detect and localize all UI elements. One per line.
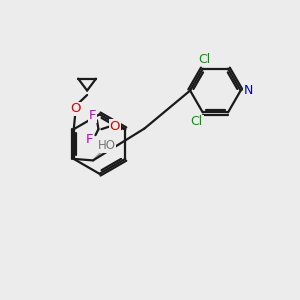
Text: O: O — [70, 103, 80, 116]
Text: HO: HO — [98, 139, 116, 152]
Text: F: F — [89, 109, 96, 122]
Text: Cl: Cl — [191, 116, 203, 128]
Text: F: F — [86, 133, 93, 146]
Text: O: O — [110, 120, 120, 133]
Text: N: N — [243, 84, 253, 97]
Text: Cl: Cl — [198, 53, 210, 66]
